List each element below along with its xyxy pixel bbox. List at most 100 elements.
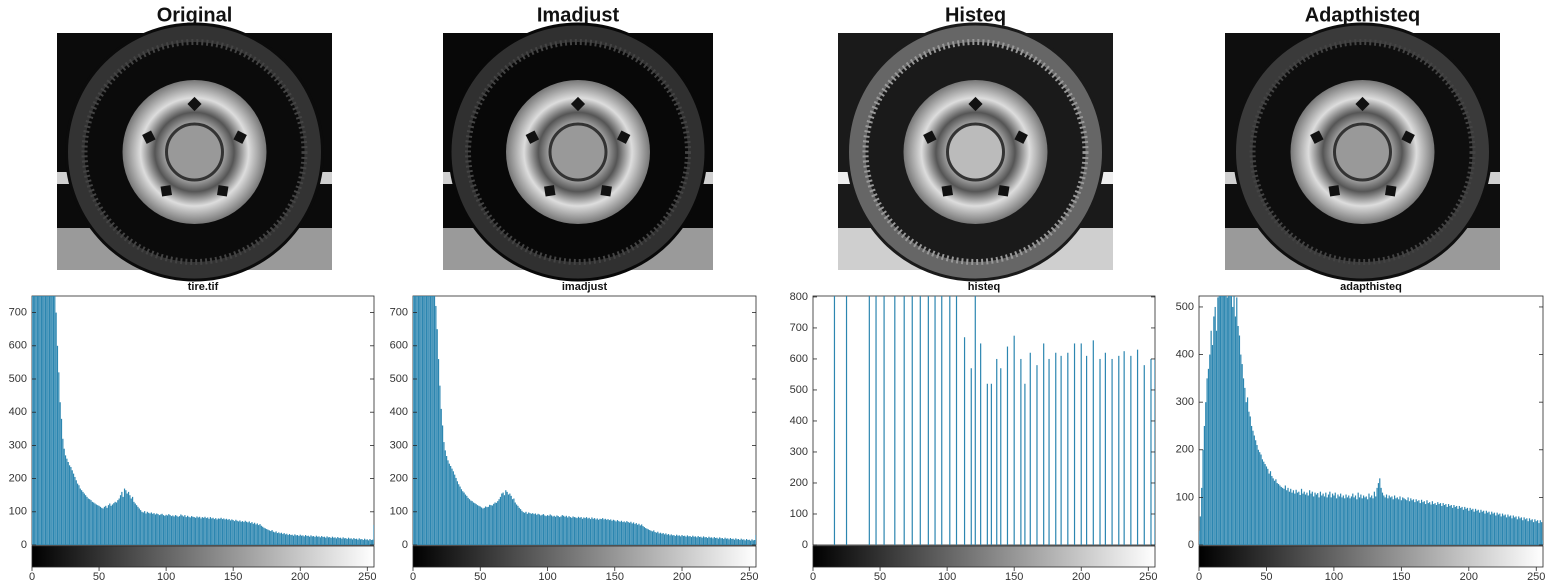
histogram-bar xyxy=(1298,491,1300,545)
histogram-bar xyxy=(1230,296,1232,545)
histogram-bar xyxy=(174,515,177,545)
histogram-bar xyxy=(416,296,418,545)
histogram-bar xyxy=(138,508,140,545)
histogram-bar xyxy=(318,536,320,545)
histogram-bar xyxy=(678,535,680,545)
histogram-bar xyxy=(546,515,549,545)
histogram-bar xyxy=(191,516,193,545)
x-tick-label: 200 xyxy=(1072,571,1090,582)
histogram-bar xyxy=(1524,519,1527,545)
histogram-bar xyxy=(575,517,577,545)
histogram-bar xyxy=(489,504,491,545)
histogram-bar xyxy=(700,536,702,545)
histogram-bar xyxy=(99,506,101,545)
y-tick-label: 0 xyxy=(1188,539,1194,551)
histogram-bar xyxy=(54,296,56,545)
histogram-bar xyxy=(209,517,211,545)
histogram-bar xyxy=(744,540,746,545)
histogram-bar xyxy=(89,499,91,545)
histogram-bar xyxy=(986,383,988,545)
histogram-bar xyxy=(573,517,576,545)
histogram-bar xyxy=(42,296,44,545)
histogram-bar xyxy=(1214,306,1216,545)
histogram-bar xyxy=(1368,493,1370,545)
histogram-bar xyxy=(141,511,143,545)
histogram-bar xyxy=(421,296,424,545)
x-tick-label: 50 xyxy=(874,571,886,582)
histogram-bar xyxy=(280,532,283,545)
histogram-bar xyxy=(1519,518,1521,545)
histogram-bar xyxy=(493,503,495,545)
histogram-bar xyxy=(1392,499,1394,545)
histogram-bar xyxy=(471,501,473,545)
histogram-bar xyxy=(1453,505,1455,545)
histogram-bar xyxy=(142,512,144,545)
histogram-bar xyxy=(1356,499,1358,545)
histogram-bar xyxy=(177,516,179,545)
histogram-bar xyxy=(255,524,257,545)
histogram-bar xyxy=(185,517,187,545)
axes-background xyxy=(412,295,757,546)
histogram-bar xyxy=(1443,505,1446,545)
histogram-bar xyxy=(199,516,201,545)
histogram-bar xyxy=(419,296,421,545)
histogram-bar xyxy=(134,503,136,545)
histogram-bar xyxy=(1248,411,1250,545)
histogram-bar xyxy=(622,522,624,545)
histogram-bar xyxy=(470,500,472,545)
histogram-bar xyxy=(440,408,442,545)
histogram-bar xyxy=(581,518,584,545)
y-tick-label: 100 xyxy=(1176,491,1194,503)
histogram-bar xyxy=(1118,355,1120,545)
histogram-bar xyxy=(351,539,354,545)
x-tick-label: 0 xyxy=(1196,571,1202,582)
histogram-bar xyxy=(513,498,515,545)
histogram-bar xyxy=(1013,335,1015,545)
histogram-bar xyxy=(44,296,47,545)
histogram-bar xyxy=(482,508,484,545)
histogram-bar xyxy=(688,536,690,545)
histogram-bar xyxy=(1283,488,1285,545)
histogram-bar xyxy=(129,495,131,545)
histogram-bar xyxy=(295,535,297,545)
histogram-bar xyxy=(970,368,972,545)
histogram-bar xyxy=(1426,500,1428,545)
histogram-bar xyxy=(1407,497,1409,545)
histogram-bar xyxy=(1425,504,1427,545)
histogram-bar xyxy=(1284,485,1286,545)
histogram-bar xyxy=(228,519,230,545)
histogram-bar xyxy=(204,516,206,545)
histogram-bar xyxy=(529,513,531,545)
histogram-bar xyxy=(604,518,606,545)
histogram-bar xyxy=(372,539,374,545)
histogram-bar xyxy=(1288,491,1290,545)
x-tick-label: 100 xyxy=(538,571,556,582)
y-tick-label: 400 xyxy=(390,406,408,418)
histogram-bar xyxy=(1311,491,1313,545)
histogram-bar xyxy=(144,511,146,545)
histogram-bar xyxy=(553,515,555,545)
histogram-bar xyxy=(1327,494,1330,545)
histogram-bar xyxy=(1452,507,1454,545)
histogram-bar xyxy=(1491,511,1493,545)
histogram-bar xyxy=(296,535,299,545)
histogram-bar xyxy=(693,536,695,545)
histogram-bar xyxy=(941,296,943,545)
histogram-bar xyxy=(451,468,453,545)
histogram-bar xyxy=(1225,296,1227,545)
histogram-bar xyxy=(1408,501,1411,545)
histogram-bar xyxy=(347,537,350,545)
rim-hole xyxy=(968,96,983,112)
histogram-bar xyxy=(1534,519,1536,545)
histogram-bar xyxy=(628,522,631,545)
histogram-bar xyxy=(1371,495,1373,545)
histogram-bar xyxy=(1348,495,1350,545)
histogram-bar xyxy=(55,312,57,545)
histogram-bar xyxy=(284,534,287,545)
histogram-bar xyxy=(576,518,578,545)
histogram-bar xyxy=(1454,506,1456,545)
histogram-bar xyxy=(1086,355,1088,545)
histogram-bar xyxy=(1520,517,1523,545)
histogram-bar xyxy=(666,534,668,545)
histogram-bar xyxy=(157,514,159,545)
